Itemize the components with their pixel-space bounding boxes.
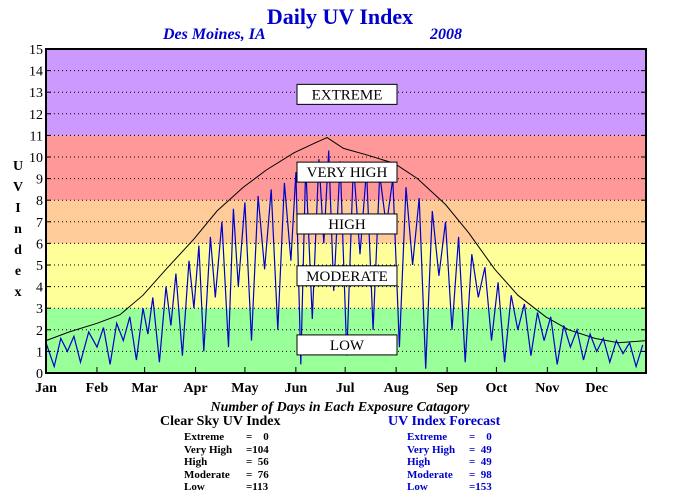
- clear-sky-stat-row-label: Very High: [184, 443, 233, 456]
- clear-sky-stat-row-value: =113: [246, 481, 269, 493]
- category-label-very-high: VERY HIGH: [307, 165, 388, 181]
- y-tick-label-4: 4: [36, 281, 43, 296]
- category-label-extreme: EXTREME: [312, 87, 383, 103]
- plot-frame: [45, 48, 647, 374]
- y-axis-label-char: e: [15, 264, 21, 279]
- y-tick-label-3: 3: [36, 302, 43, 317]
- clear-sky-stat-row-value: = 56: [246, 456, 269, 468]
- category-box-very-high: [296, 161, 398, 183]
- y-axis-label-char: d: [14, 243, 22, 258]
- y-axis-label-char: U: [13, 159, 23, 174]
- clear-sky-stat-row-label: High: [184, 456, 208, 468]
- forecast-stat-row: High = 49: [407, 456, 500, 469]
- clear-sky-stats: Clear Sky UV Index Extreme = 0 Very High =1…: [160, 414, 280, 494]
- chart-location: Des Moines, IA: [163, 26, 266, 43]
- forecast-stat-row-value: = 49: [469, 443, 492, 456]
- clear-sky-stat-row: Moderate = 76: [184, 469, 280, 482]
- clear-sky-stat-row-label: Moderate: [184, 468, 230, 481]
- y-axis-label-char: V: [13, 180, 23, 195]
- x-tick-label-sep: Sep: [436, 381, 458, 396]
- y-tick-label-10: 10: [29, 151, 43, 166]
- category-labels: LOW MODERATE HIGH VERY HIGH EXTREME: [296, 83, 398, 356]
- y-tick-label-7: 7: [36, 216, 43, 231]
- y-tick-label-12: 12: [29, 108, 43, 123]
- clear-sky-stats-rows: Extreme = 0 Very High =104 High = 56 Moderate =…: [160, 431, 280, 494]
- x-tick-label-jan: Jan: [35, 381, 57, 396]
- forecast-stat-row: Extreme = 0: [407, 431, 500, 444]
- category-box-extreme: [296, 83, 398, 105]
- clear-sky-stat-row-value: = 76: [246, 468, 269, 481]
- clear-sky-stat-row-value: =104: [246, 443, 269, 456]
- forecast-stats-rows: Extreme = 0 Very High = 49 High = 49 Moderate =…: [388, 431, 500, 494]
- x-tick-label-nov: Nov: [535, 381, 559, 396]
- y-tick-label-1: 1: [36, 345, 43, 360]
- forecast-stat-row: Very High = 49: [407, 444, 500, 457]
- category-box-high: [296, 213, 398, 235]
- x-tick-label-mar: Mar: [131, 381, 157, 396]
- y-tick-label-5: 5: [36, 259, 43, 274]
- x-tick-label-dec: Dec: [585, 381, 608, 396]
- days-caption: Number of Days in Each Exposure Catagory: [210, 400, 470, 415]
- chart-year: 2008: [430, 26, 462, 43]
- chart-title: Daily UV Index: [266, 4, 414, 29]
- y-tick-label-14: 14: [29, 65, 43, 80]
- y-axis-label-char: n: [14, 222, 22, 237]
- y-tick-label-0: 0: [36, 367, 43, 382]
- x-tick-label-apr: Apr: [184, 381, 208, 396]
- forecast-stat-row-value: = 49: [469, 456, 492, 468]
- category-label-low: LOW: [330, 338, 365, 354]
- x-tick-label-may: May: [231, 381, 258, 396]
- y-tick-label-15: 15: [29, 43, 43, 58]
- forecast-stat-row: Moderate = 98: [407, 469, 500, 482]
- y-tick-label-8: 8: [36, 194, 43, 209]
- clear-sky-stat-row: Very High =104: [184, 444, 280, 457]
- x-tick-label-jun: Jun: [285, 381, 308, 396]
- x-tick-label-feb: Feb: [86, 381, 109, 396]
- x-tick-label-aug: Aug: [384, 381, 409, 396]
- y-tick-label-2: 2: [36, 324, 43, 339]
- series-lines: [45, 137, 647, 369]
- forecast-stats-title: UV Index Forecast: [388, 414, 501, 429]
- forecast-line: [45, 150, 644, 369]
- y-tick-label-13: 13: [29, 86, 43, 101]
- forecast-stat-row-value: = 98: [469, 468, 492, 481]
- clear-sky-stat-row-value: = 0: [246, 431, 269, 443]
- y-axis-label-char: x: [15, 285, 22, 300]
- clear-sky-stat-row-label: Low: [184, 481, 205, 493]
- forecast-stat-row: Low =153: [407, 481, 500, 494]
- clear-sky-stat-row: Extreme = 0: [184, 431, 280, 444]
- forecast-stat-row-label: Extreme: [407, 431, 448, 443]
- y-tick-label-9: 9: [36, 173, 43, 188]
- forecast-stat-row-value: = 0: [469, 431, 492, 443]
- x-tick-label-oct: Oct: [486, 381, 508, 396]
- y-axis-label-char: I: [15, 201, 20, 216]
- category-label-high: HIGH: [328, 217, 366, 233]
- forecast-stat-row-label: High: [407, 456, 431, 468]
- clear-sky-stat-row: Low =113: [184, 481, 280, 494]
- category-box-moderate: [296, 265, 398, 287]
- forecast-stat-row-value: =153: [469, 481, 492, 493]
- x-tick-label-jul: Jul: [336, 381, 355, 396]
- forecast-stats: UV Index Forecast Extreme = 0 Very High = 4…: [388, 414, 500, 494]
- clear-sky-stat-row: High = 56: [184, 456, 280, 469]
- forecast-stat-row-label: Very High: [407, 443, 456, 456]
- category-label-moderate: MODERATE: [306, 269, 388, 285]
- forecast-stat-row-label: Low: [407, 481, 428, 493]
- forecast-stat-row-label: Moderate: [407, 468, 453, 481]
- category-box-low: [296, 334, 398, 356]
- y-tick-label-11: 11: [30, 129, 43, 144]
- clear-sky-line: [45, 137, 647, 344]
- clear-sky-stats-title: Clear Sky UV Index: [160, 414, 281, 429]
- clear-sky-stat-row-label: Extreme: [184, 431, 225, 443]
- y-tick-label-6: 6: [36, 237, 43, 252]
